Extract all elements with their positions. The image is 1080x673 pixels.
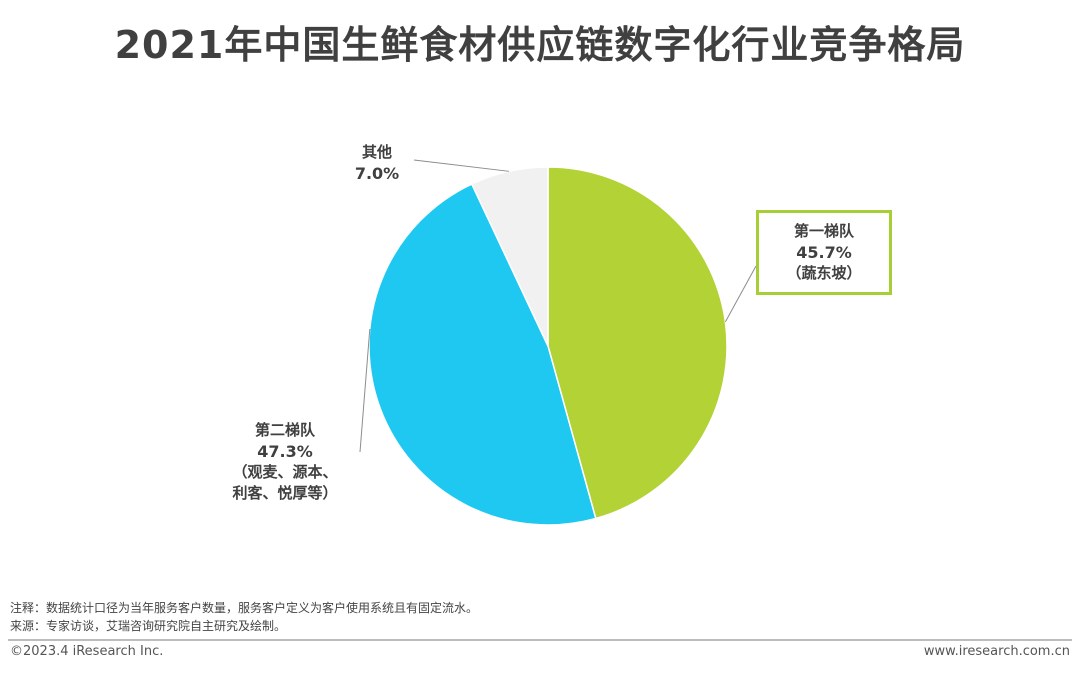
slice-label-other: 其他 7.0% <box>340 142 414 184</box>
slice-label-tier1: 第一梯队 45.7% （蔬东坡） <box>756 210 892 295</box>
footnote-source: 来源：专家访谈，艾瑞咨询研究院自主研究及绘制。 <box>10 619 287 633</box>
slice-percent: 7.0% <box>354 164 400 183</box>
website-link[interactable]: www.iresearch.com.cn <box>923 644 1070 659</box>
slice-note: （观麦、源本、 <box>232 463 338 481</box>
pie-slice-tier2 <box>368 183 597 526</box>
slice-percent: 45.7% <box>796 243 852 262</box>
leader-line-other <box>413 159 510 172</box>
slice-name: 第一梯队 <box>793 222 854 240</box>
slice-note: 利客、悦厚等） <box>232 484 338 502</box>
slice-label-tier2: 第二梯队 47.3% （观麦、源本、 利客、悦厚等） <box>205 420 365 504</box>
slice-name: 其他 <box>361 143 392 161</box>
footnote-note: 注释：数据统计口径为当年服务客户数量，服务客户定义为客户使用系统且有固定流水。 <box>10 601 479 615</box>
slice-name: 第二梯队 <box>254 421 315 439</box>
slice-note: （蔬东坡） <box>786 264 862 282</box>
leader-line-tier1 <box>724 265 757 323</box>
leader-line-tier2 <box>359 328 371 453</box>
page-title: 2021年中国生鲜食材供应链数字化行业竞争格局 <box>114 23 966 67</box>
slice-percent: 47.3% <box>257 442 313 461</box>
copyright: ©2023.4 iResearch Inc. <box>10 644 164 659</box>
footer-divider <box>8 639 1072 641</box>
pie-slice-tier1 <box>547 166 728 520</box>
